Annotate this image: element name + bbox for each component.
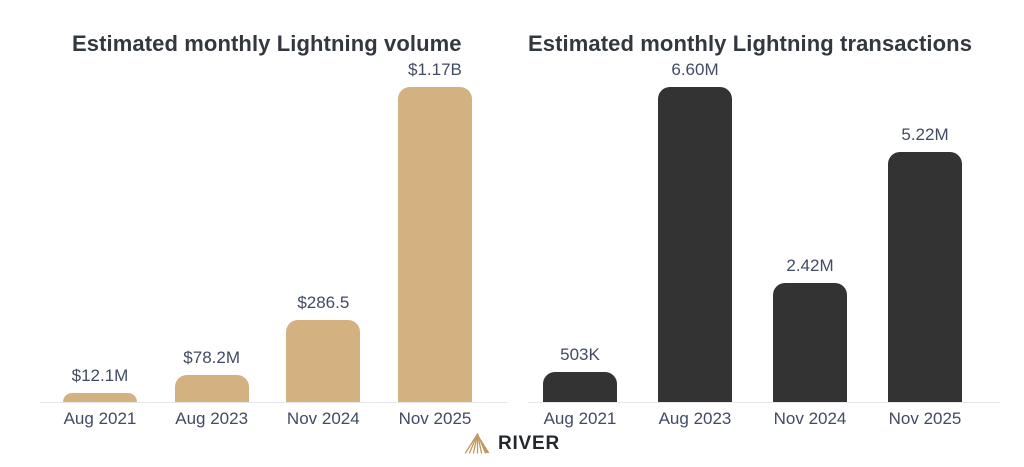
bar-value-label: $78.2M [183,348,240,367]
transactions-chart: Estimated monthly Lightning transactions… [528,0,1000,440]
bar-value-label: $1.17B [408,60,462,79]
bar [397,87,472,402]
x-tick-label: Aug 2021 [63,409,137,428]
river-logo: RIVER [0,431,1024,457]
bar-group: $1.17B [390,60,480,402]
transactions-chart-title: Estimated monthly Lightning transactions [528,31,973,56]
x-tick-label: Aug 2023 [658,409,732,428]
bar-group: 503K [535,345,625,402]
x-tick-label: Nov 2024 [773,409,847,428]
bar-group: 2.42M [765,256,855,402]
x-tick-label: Aug 2023 [175,409,249,428]
bar [543,372,617,402]
volume-chart-title: Estimated monthly Lightning volume [72,31,462,56]
bar-value-label: 503K [560,345,600,364]
bar [888,152,962,402]
river-pyramid-icon [464,433,490,454]
bar-group: $286.5 [278,293,368,402]
bar-value-label: $12.1M [71,366,129,385]
x-tick-label: Aug 2021 [543,409,617,428]
transactions-x-axis-labels: Aug 2021 Aug 2023 Nov 2024 Nov 2025 [528,409,1000,429]
bar [286,320,361,402]
bar-group: $78.2M [167,348,257,402]
bar [658,87,732,402]
bar [773,283,847,402]
transactions-plot-area: 503K 6.60M 2.42M 5.22M [528,57,1000,403]
bar-value-label: 6.60M [671,60,719,79]
bar-value-label: $286.5 [297,293,350,312]
bar-group: 6.60M [650,60,740,402]
x-tick-label: Nov 2025 [888,409,962,428]
volume-x-axis-labels: Aug 2021 Aug 2023 Nov 2024 Nov 2025 [40,409,508,429]
bar-value-label: 5.22M [901,125,949,144]
bar-value-label: 2.42M [786,256,834,275]
bar [63,393,137,402]
bar-group: 5.22M [880,125,970,402]
bar [174,375,249,402]
bar-group: $12.1M [55,366,145,402]
river-logo-text: RIVER [497,433,561,454]
x-tick-label: Nov 2025 [398,409,472,428]
volume-plot-area: $12.1M $78.2M $286.5 $1.17B [40,57,508,403]
x-tick-label: Nov 2024 [286,409,360,428]
volume-chart: Estimated monthly Lightning volume $12.1… [40,0,508,440]
